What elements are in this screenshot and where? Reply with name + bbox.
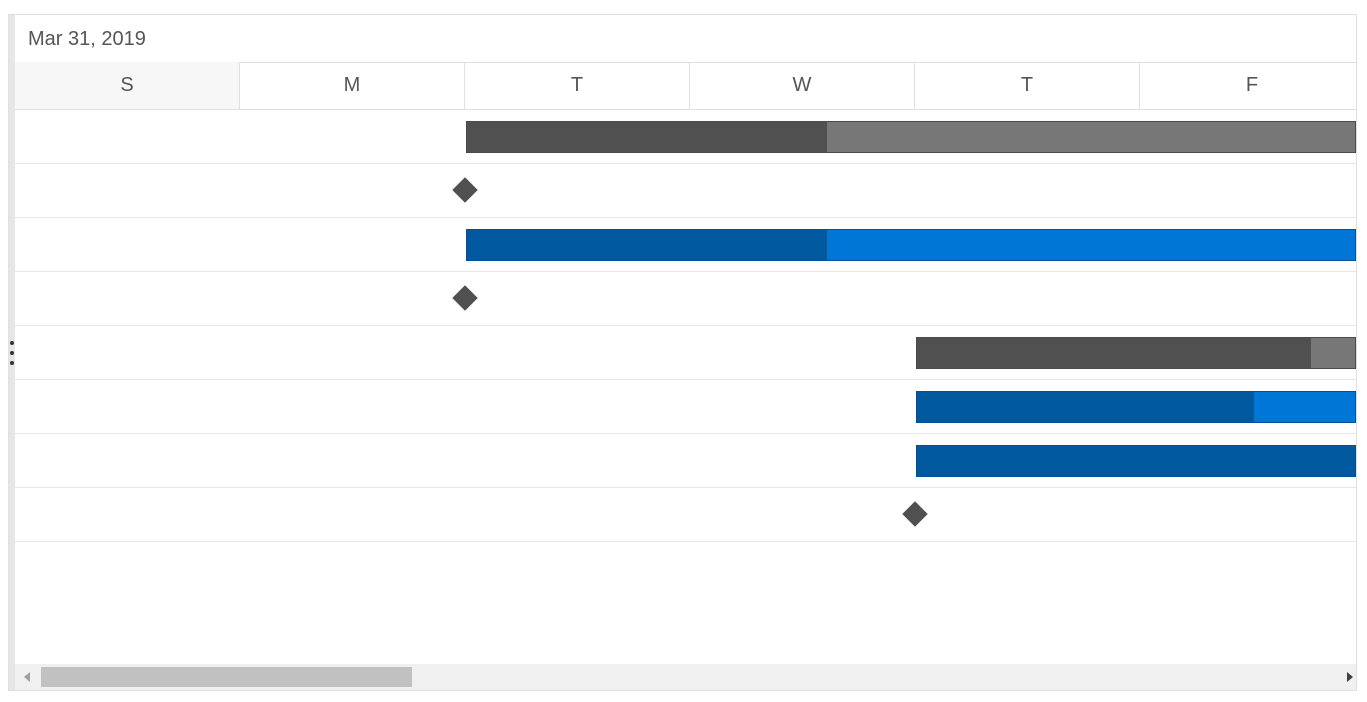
scroll-right-icon[interactable]	[1347, 672, 1353, 682]
gantt-row	[15, 380, 1356, 434]
child-task-bar[interactable]	[916, 445, 1356, 477]
gantt-row	[15, 164, 1356, 218]
task-progress	[917, 338, 1312, 368]
gantt-row	[15, 272, 1356, 326]
gantt-row	[15, 488, 1356, 542]
week-label: Mar 31, 2019	[28, 28, 146, 50]
day-header: W	[690, 62, 915, 109]
milestone-diamond[interactable]	[902, 501, 928, 527]
scroll-left-icon[interactable]	[24, 672, 30, 682]
gantt-row	[15, 434, 1356, 488]
gantt-row	[15, 326, 1356, 380]
gantt-row	[15, 218, 1356, 272]
chart-rows	[15, 110, 1356, 666]
task-progress	[917, 392, 1255, 422]
scrollbar-thumb[interactable]	[41, 667, 412, 687]
task-progress	[467, 230, 827, 260]
parent-task-bar[interactable]	[916, 337, 1356, 369]
parent-task-bar[interactable]	[466, 121, 1356, 153]
milestone-diamond[interactable]	[452, 177, 478, 203]
day-header: T	[915, 62, 1140, 109]
day-header: M	[240, 62, 465, 109]
day-header: F	[1140, 62, 1356, 109]
horizontal-scrollbar[interactable]	[15, 664, 1356, 690]
timeline-top-tier: Mar 31, 2019	[15, 15, 1356, 63]
child-task-bar[interactable]	[466, 229, 1356, 261]
task-progress	[467, 122, 827, 152]
day-header: S	[15, 62, 240, 109]
gantt-row	[15, 110, 1356, 164]
pane-splitter[interactable]	[9, 15, 15, 690]
task-progress	[917, 446, 1355, 476]
milestone-diamond[interactable]	[452, 285, 478, 311]
child-task-bar[interactable]	[916, 391, 1356, 423]
day-header: T	[465, 62, 690, 109]
splitter-handle-icon[interactable]	[9, 341, 15, 365]
